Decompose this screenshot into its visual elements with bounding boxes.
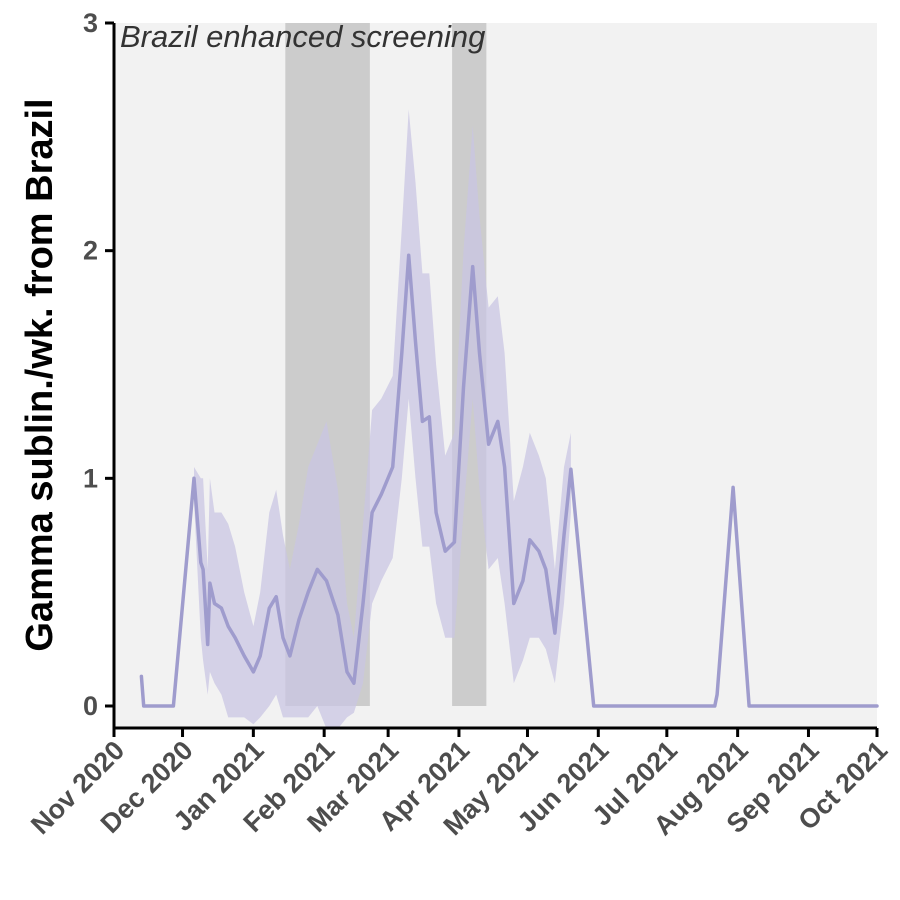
series-lines bbox=[139, 253, 879, 708]
y-ticks: 0 1 2 3 bbox=[83, 8, 114, 721]
y-axis-title: Gamma sublin./wk. from Brazil bbox=[19, 98, 61, 651]
y-tick-label-1: 1 bbox=[83, 463, 98, 493]
y-tick-label-0: 0 bbox=[83, 691, 98, 721]
confidence-band-0-0 bbox=[194, 109, 571, 729]
chart-annotation: Brazil enhanced screening bbox=[120, 19, 485, 54]
series-line-0 bbox=[139, 253, 879, 708]
y-tick-label-3: 3 bbox=[83, 8, 98, 38]
confidence-bands bbox=[194, 109, 571, 729]
y-tick-label-2: 2 bbox=[83, 236, 98, 266]
